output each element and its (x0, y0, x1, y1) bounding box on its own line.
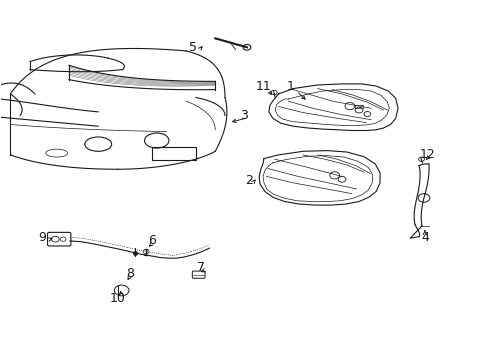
Text: 6: 6 (147, 234, 156, 247)
Text: 7: 7 (196, 261, 204, 274)
Text: 5: 5 (189, 41, 197, 54)
Text: 9: 9 (38, 231, 46, 244)
Text: 3: 3 (240, 109, 248, 122)
Text: 12: 12 (419, 148, 434, 161)
Text: 11: 11 (256, 80, 271, 93)
Bar (354, 105, 363, 108)
Text: 8: 8 (125, 267, 134, 280)
Bar (152, 147, 195, 160)
Text: 1: 1 (286, 80, 294, 93)
Text: 4: 4 (420, 231, 428, 244)
Text: 2: 2 (245, 174, 253, 186)
Text: 10: 10 (110, 292, 125, 305)
